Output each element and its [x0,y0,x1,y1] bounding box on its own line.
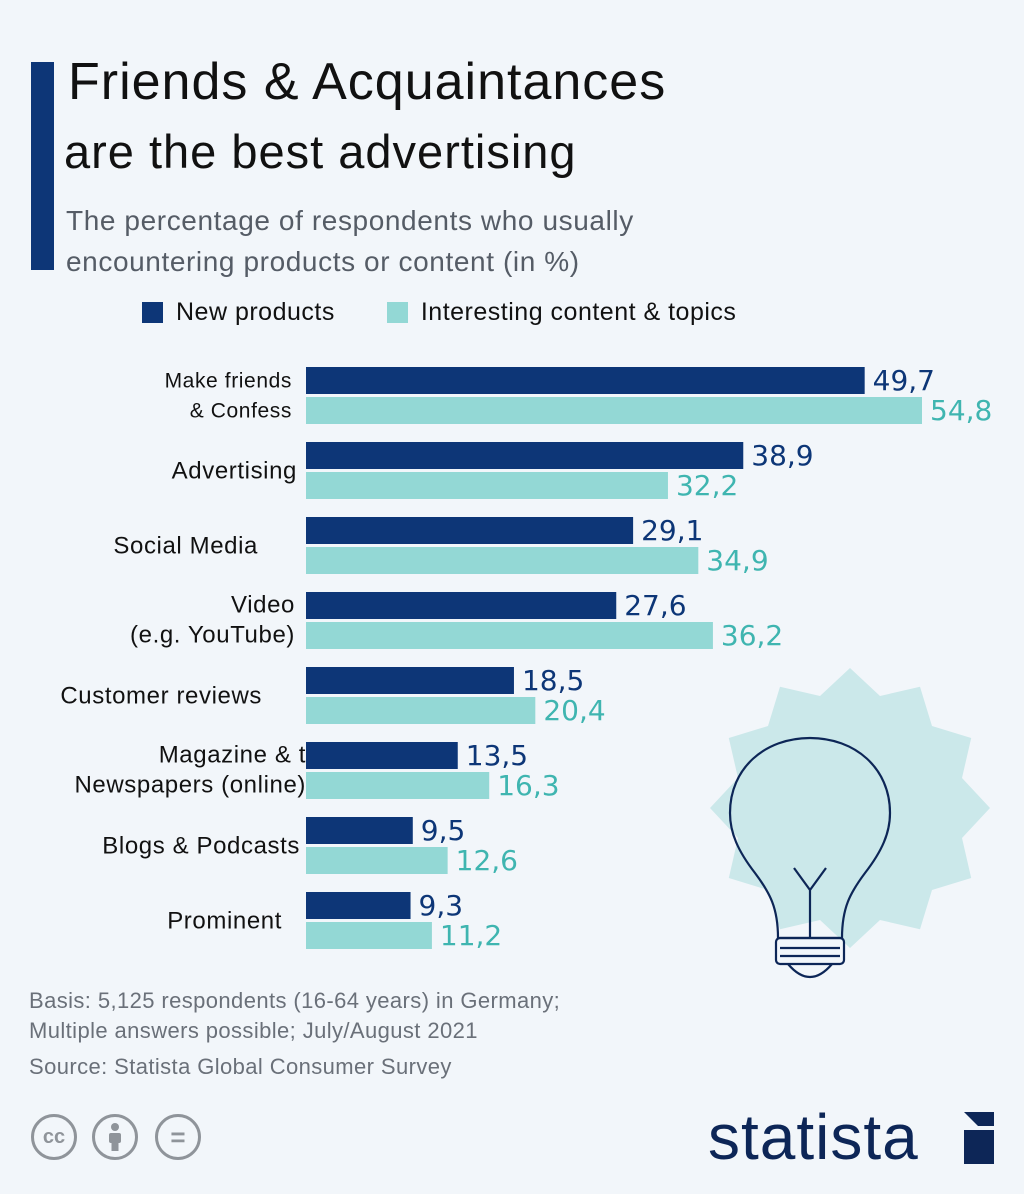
bar-chart: Make friends & Confess 49,754,8 Advertising… [60,364,992,952]
cc-icon: cc [31,1114,77,1160]
footer-basis-line2: Multiple answers possible; July/August 2… [29,1018,478,1043]
legend-swatch-interesting-content [386,302,408,323]
footer-basis-line1: Basis: 5,125 respondents (16-64 years) i… [29,988,561,1013]
bar-new-products [306,667,514,694]
value-label-new-products: 18,5 [522,664,584,697]
value-label-new-products: 38,9 [751,439,813,472]
no-derivatives-icon: = [155,1114,201,1160]
category-label: Social Media [113,533,258,560]
category-label: Advertising [172,458,297,485]
bar-interesting-content [306,622,713,649]
legend-label-interesting-content: Interesting content & topics [420,298,737,326]
value-label-new-products: 27,6 [624,589,686,622]
legend-swatch-new-products [142,302,163,323]
bar-new-products [306,892,411,919]
value-label-new-products: 9,3 [419,889,464,922]
lightbulb-icon [728,736,892,979]
chart-subtitle: The percentage of respondents who usuall… [66,200,634,282]
bar-new-products [306,517,634,544]
category-label: Make friends & Confess [165,370,292,423]
chart-title: Friends & Acquaintances [68,53,667,111]
value-label-interesting-content: 34,9 [706,544,768,577]
bar-interesting-content [306,472,668,499]
subtitle-line1: The percentage of respondents who usuall… [66,205,634,236]
person-icon [109,1123,121,1151]
category-label: Magazine & t Newspapers (online) [74,742,306,799]
statista-logo: statista [708,1101,919,1173]
legend-item-new-products: New products [142,298,335,327]
category-label: Video (e.g. YouTube) [130,592,295,649]
bar-new-products [306,442,744,469]
bar-new-products [306,817,413,844]
bar-interesting-content [306,922,432,949]
bar-interesting-content [306,547,699,574]
bar-new-products [306,742,458,769]
value-label-interesting-content: 32,2 [676,469,738,502]
value-label-new-products: 9,5 [421,814,466,847]
attribution-icon [92,1114,138,1160]
value-label-interesting-content: 16,3 [497,769,559,802]
value-label-interesting-content: 20,4 [543,694,605,727]
category-label: Blogs & Podcasts [102,833,300,860]
lightbulb-illustration [710,668,990,979]
value-label-new-products: 49,7 [873,364,935,397]
legend-label-new-products: New products [176,298,335,326]
gear-burst-icon [710,668,990,948]
legend-item-interesting-content: Interesting content & topics [386,298,737,327]
value-label-new-products: 29,1 [641,514,703,547]
bar-new-products [306,592,617,619]
value-label-interesting-content: 12,6 [456,844,518,877]
value-label-interesting-content: 54,8 [930,394,992,427]
statista-logo-mark-icon [964,1112,994,1164]
bar-interesting-content [306,397,922,424]
subtitle-line2: encountering products or content (in %) [66,246,580,277]
value-label-interesting-content: 11,2 [440,919,502,952]
title-accent-bar [31,62,54,270]
value-label-interesting-content: 36,2 [721,619,783,652]
chart-title-line2: are the best advertising [64,125,577,178]
bar-interesting-content [306,697,536,724]
chart-legend: New products Interesting content & topic… [142,298,788,327]
bar-interesting-content [306,772,490,799]
category-label: Prominent [167,908,282,935]
value-label-new-products: 13,5 [466,739,528,772]
footer-source: Source: Statista Global Consumer Survey [29,1054,452,1079]
category-label: Customer reviews [60,683,262,710]
bar-new-products [306,367,865,394]
bar-interesting-content [306,847,448,874]
